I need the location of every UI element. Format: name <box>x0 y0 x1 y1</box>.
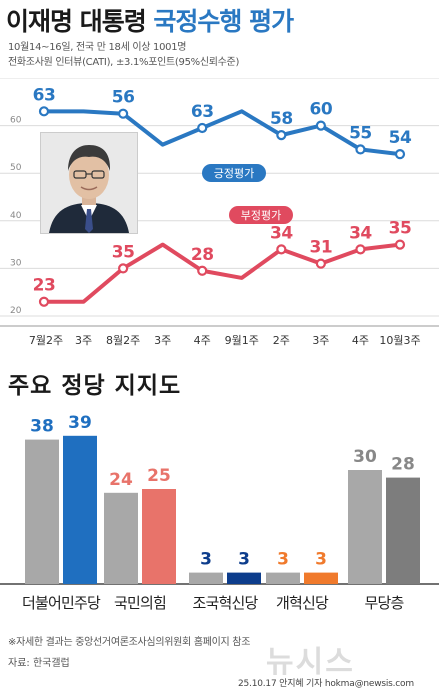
bar <box>63 435 97 584</box>
data-point <box>38 296 50 307</box>
data-point <box>315 258 326 269</box>
bar <box>227 572 261 584</box>
title-accent: 국정수행 평가 <box>153 7 294 36</box>
data-label: 63 <box>191 102 214 122</box>
y-tick-label-0: 20 <box>10 306 22 316</box>
bar <box>104 492 138 584</box>
data-label: 56 <box>112 88 135 108</box>
category-label: 조국혁신당 <box>192 594 258 612</box>
x-tick-label: 4주 <box>352 334 369 347</box>
footnote: ※자세한 결과는 중앙선거여론조사심의위원회 홈페이지 참조 <box>8 637 251 648</box>
party-support-title: 주요 정당 지지도 <box>8 373 182 399</box>
data-label: 58 <box>270 109 293 129</box>
x-tick-label: 7월2주 <box>29 334 63 347</box>
category-label: 더불어민주당 <box>22 594 101 612</box>
data-point <box>38 106 50 117</box>
legend-label-0: 긍정평가 <box>214 167 254 180</box>
legend-tag-0 <box>202 164 266 182</box>
legend-tag-1 <box>229 206 293 224</box>
data-label: 35 <box>389 219 412 239</box>
data-label: 63 <box>33 85 56 105</box>
newsis-watermark-logo: 뉴시스 <box>266 645 355 680</box>
data-label: 34 <box>349 223 372 243</box>
bar <box>266 572 300 584</box>
data-point <box>118 263 129 274</box>
data-label: 34 <box>270 223 293 243</box>
data-label: 55 <box>349 123 372 143</box>
party-support-bar-chart: 38 39 더불어민주당 24 25 국민의힘 3 3 조국혁신당 3 3 개혁신당 30 28 무당층 <box>0 413 439 612</box>
data-point <box>276 130 287 141</box>
bar-value-label: 28 <box>391 455 415 475</box>
series-line-0 <box>42 109 402 157</box>
title-prefix: 이재명 대통령 <box>6 7 154 36</box>
category-label: 개혁신당 <box>276 594 329 612</box>
bar-value-label: 38 <box>30 417 54 437</box>
data-label: 35 <box>112 242 135 262</box>
bar-value-label: 3 <box>238 550 250 570</box>
data-point <box>118 108 129 119</box>
x-tick-label: 10월3주 <box>379 334 420 347</box>
approval-line-chart: 2030405060706356635860555423352834313435… <box>0 78 439 347</box>
category-label: 무당층 <box>364 594 403 612</box>
y-tick-label-3: 50 <box>10 163 22 173</box>
x-tick-label: 4주 <box>194 334 211 347</box>
x-tick-label: 8월2주 <box>106 334 140 347</box>
data-label: 31 <box>310 238 333 258</box>
survey-info: 10월14~16일, 전국 만 18세 이상 1001명 <box>8 42 187 53</box>
x-tick-label: 3주 <box>154 334 171 347</box>
source-note: 자료: 한국갤럽 <box>8 658 70 669</box>
data-point <box>197 122 208 134</box>
data-point <box>197 265 208 276</box>
data-point <box>355 144 366 155</box>
data-point <box>394 239 406 250</box>
bar-value-label: 39 <box>68 413 92 433</box>
x-tick-label: 2주 <box>273 334 290 347</box>
series-line-1 <box>42 242 402 304</box>
bar-value-label: 3 <box>277 550 289 570</box>
president-photo <box>40 132 138 234</box>
bar <box>304 572 338 584</box>
y-tick-label-4: 60 <box>10 116 22 126</box>
bar-value-label: 3 <box>315 550 327 570</box>
y-tick-label-2: 40 <box>10 211 22 221</box>
credit-line: 25.10.17 안지혜 기자 hokma@newsis.com <box>238 679 414 689</box>
data-point <box>276 244 287 255</box>
data-point <box>394 149 406 160</box>
data-label: 60 <box>310 100 333 120</box>
y-tick-label-1: 30 <box>10 258 22 268</box>
x-tick-label: 9월1주 <box>225 334 259 347</box>
data-point <box>315 120 326 131</box>
x-tick-label: 3주 <box>312 334 329 347</box>
survey-method: 전화조사원 인터뷰(CATI), ±3.1%포인트(95%신뢰수준) <box>8 57 240 68</box>
bar <box>189 572 223 584</box>
bar <box>25 439 59 584</box>
bar <box>386 477 420 584</box>
legend-label-1: 부정평가 <box>241 209 281 222</box>
bar <box>348 470 382 584</box>
data-label: 54 <box>389 128 412 148</box>
bar-value-label: 3 <box>200 550 212 570</box>
bar-value-label: 24 <box>109 470 133 490</box>
category-label: 국민의힘 <box>114 594 166 612</box>
data-label: 23 <box>33 276 56 296</box>
page-title: 이재명 대통령 국정수행 평가 <box>6 2 294 38</box>
x-tick-label: 3주 <box>75 334 92 347</box>
data-point <box>355 244 366 255</box>
bar-value-label: 30 <box>353 447 377 467</box>
bar <box>142 489 176 584</box>
data-label: 28 <box>191 245 214 265</box>
bar-value-label: 25 <box>147 466 171 486</box>
